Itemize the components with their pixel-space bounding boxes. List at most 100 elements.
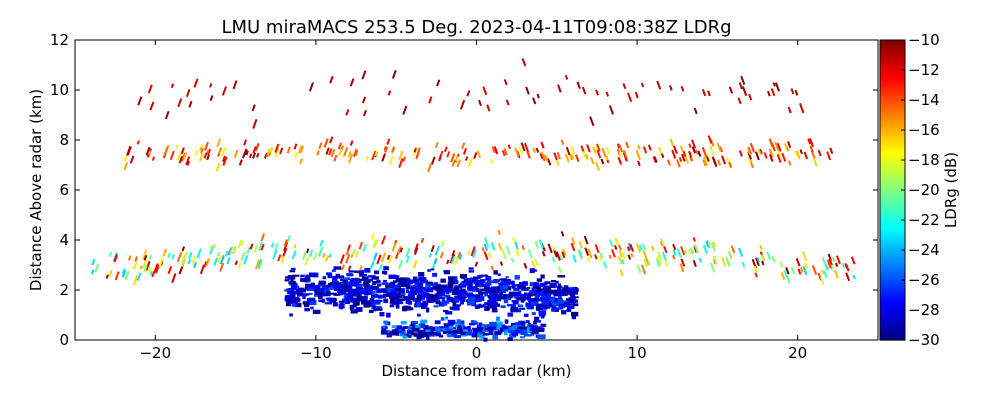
- echo-cell: [676, 248, 682, 258]
- echo-cell: [391, 146, 396, 153]
- echo-cell: [311, 282, 315, 286]
- echo-cell: [640, 82, 645, 88]
- echo-cell: [170, 83, 175, 89]
- echo-cell: [376, 280, 381, 283]
- colorbar-segment: [880, 325, 905, 329]
- echo-cell: [333, 266, 342, 270]
- colorbar-segment: [880, 192, 905, 196]
- echo-cell: [424, 280, 428, 284]
- echo-cell: [328, 298, 333, 302]
- echo-cell: [851, 256, 856, 265]
- echo-cell: [717, 159, 721, 166]
- echo-cell: [108, 269, 113, 277]
- echo-cell: [171, 254, 175, 260]
- echo-cell: [523, 262, 528, 269]
- echo-cell: [232, 245, 237, 255]
- y-axis: 0 2 4 6 8 10 12: [50, 31, 878, 349]
- echo-cell: [344, 300, 350, 305]
- colorbar-segment: [880, 280, 905, 284]
- echo-cell: [456, 159, 461, 168]
- echo-cell: [180, 147, 185, 155]
- echo-cell: [206, 149, 210, 155]
- echo-cell: [515, 249, 520, 257]
- echo-cell: [252, 146, 257, 154]
- echo-cell: [402, 326, 408, 329]
- echo-cell: [554, 297, 558, 303]
- echo-cell: [478, 99, 482, 107]
- echo-cell: [542, 305, 547, 310]
- echo-cell: [344, 293, 350, 297]
- echo-cell: [531, 298, 538, 302]
- echo-cell: [330, 292, 337, 295]
- echo-cell: [345, 109, 350, 116]
- echo-cell: [380, 252, 387, 263]
- echo-cell: [416, 302, 421, 308]
- echo-cell: [471, 289, 477, 292]
- echo-cell: [710, 242, 716, 252]
- echo-cell: [199, 264, 205, 275]
- echo-cell: [656, 255, 662, 265]
- echo-cell: [443, 284, 447, 287]
- echo-cell: [381, 153, 386, 162]
- echo-cell: [511, 280, 515, 285]
- echo-cell: [186, 160, 190, 166]
- echo-cell: [389, 330, 398, 336]
- colorbar-segment: [880, 235, 905, 239]
- echo-cell: [738, 247, 744, 257]
- echo-cell: [552, 248, 558, 258]
- echo-cell: [476, 327, 484, 332]
- echo-cell: [770, 88, 776, 97]
- echo-cell: [802, 266, 808, 276]
- echo-cell: [478, 329, 482, 335]
- echo-cell: [741, 261, 746, 268]
- echo-cell: [479, 296, 485, 301]
- echo-cell: [539, 305, 544, 310]
- colorbar-tick-label: −28: [908, 301, 940, 319]
- echo-cell: [496, 286, 503, 292]
- echo-cell: [479, 288, 487, 292]
- echo-cell: [514, 324, 522, 328]
- echo-cell: [395, 278, 402, 283]
- echo-cell: [549, 283, 554, 288]
- echo-cell: [730, 245, 736, 254]
- echo-cell: [799, 266, 804, 273]
- echo-cell: [493, 279, 499, 284]
- echo-cell: [491, 308, 498, 313]
- echo-cell: [105, 274, 109, 279]
- echo-cell: [432, 286, 438, 290]
- echo-cell: [437, 283, 441, 286]
- echo-cell: [426, 295, 430, 300]
- echo-cell: [578, 240, 583, 249]
- echo-cell: [212, 243, 216, 250]
- echo-cell: [420, 319, 428, 324]
- echo-cell: [447, 319, 456, 325]
- echo-cell: [488, 330, 494, 335]
- colorbar-segment: [880, 62, 905, 66]
- echo-cell: [550, 280, 556, 283]
- colorbar-segment: [880, 257, 905, 261]
- echo-cell: [507, 144, 511, 150]
- echo-cell: [489, 295, 498, 299]
- echo-cell: [286, 300, 292, 304]
- echo-cell: [365, 155, 369, 161]
- echo-cell: [702, 148, 708, 158]
- echo-cell: [171, 273, 177, 283]
- echo-cell: [501, 150, 506, 157]
- echo-cell: [415, 325, 421, 328]
- echo-cell: [756, 257, 760, 263]
- echo-cell: [642, 146, 648, 154]
- echo-cell: [740, 75, 746, 85]
- echo-cell: [386, 138, 391, 145]
- y-tick-label: 0: [59, 331, 69, 349]
- colorbar-segment: [880, 217, 905, 221]
- echo-cell: [443, 330, 449, 334]
- echo-cell: [381, 282, 389, 285]
- echo-cell: [502, 279, 511, 283]
- echo-cell: [487, 299, 495, 305]
- echo-cell: [655, 258, 661, 268]
- echo-cell: [368, 309, 374, 313]
- colorbar-segment: [880, 150, 905, 154]
- echo-cell: [506, 286, 512, 291]
- echo-cell: [444, 325, 450, 329]
- colorbar-segment: [880, 195, 905, 199]
